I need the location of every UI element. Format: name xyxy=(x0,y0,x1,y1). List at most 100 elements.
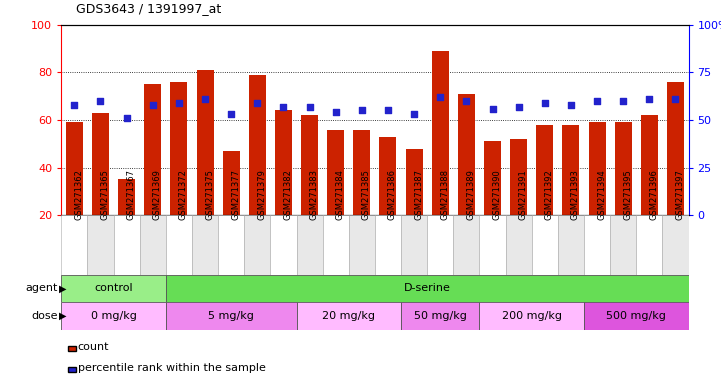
Bar xyxy=(531,215,558,275)
Bar xyxy=(170,82,187,263)
Bar xyxy=(61,275,166,302)
Text: D-serine: D-serine xyxy=(404,283,451,293)
Text: GDS3643 / 1391997_at: GDS3643 / 1391997_at xyxy=(76,2,221,15)
Text: 20 mg/kg: 20 mg/kg xyxy=(322,311,376,321)
Point xyxy=(173,100,185,106)
Bar xyxy=(558,215,584,275)
Point xyxy=(147,102,159,108)
Text: GSM271372: GSM271372 xyxy=(179,169,188,220)
Text: GSM271392: GSM271392 xyxy=(545,169,554,220)
Bar xyxy=(641,115,658,263)
Bar xyxy=(296,302,401,330)
Point xyxy=(487,106,498,112)
Text: GSM271377: GSM271377 xyxy=(231,169,240,220)
Text: 50 mg/kg: 50 mg/kg xyxy=(414,311,466,321)
Bar xyxy=(353,129,371,263)
Bar xyxy=(61,302,166,330)
Bar xyxy=(249,75,266,263)
Bar xyxy=(66,122,83,263)
Text: GSM271383: GSM271383 xyxy=(309,169,319,220)
Bar xyxy=(401,215,427,275)
Point xyxy=(68,102,80,108)
Bar xyxy=(375,215,401,275)
Text: GSM271397: GSM271397 xyxy=(676,169,684,220)
Bar xyxy=(667,82,684,263)
Bar xyxy=(296,215,323,275)
Bar xyxy=(349,215,375,275)
Bar xyxy=(615,122,632,263)
Point xyxy=(565,102,577,108)
Point xyxy=(330,109,342,116)
Text: GSM271382: GSM271382 xyxy=(283,169,293,220)
Text: 5 mg/kg: 5 mg/kg xyxy=(208,311,254,321)
Bar xyxy=(144,84,162,263)
Text: GSM271393: GSM271393 xyxy=(571,169,580,220)
Point xyxy=(94,98,106,104)
Point xyxy=(278,104,289,110)
Text: ▶: ▶ xyxy=(59,283,66,293)
Bar xyxy=(432,51,448,263)
Bar xyxy=(458,94,475,263)
Bar xyxy=(510,139,527,263)
Text: GSM271388: GSM271388 xyxy=(441,169,449,220)
Text: percentile rank within the sample: percentile rank within the sample xyxy=(78,363,265,373)
Text: GSM271384: GSM271384 xyxy=(336,169,345,220)
Bar xyxy=(610,215,636,275)
Bar xyxy=(401,302,479,330)
Bar xyxy=(192,215,218,275)
Point xyxy=(408,111,420,118)
Bar xyxy=(427,215,454,275)
Bar xyxy=(636,215,663,275)
Bar xyxy=(479,302,584,330)
Bar xyxy=(479,215,505,275)
Bar xyxy=(588,122,606,263)
Bar xyxy=(166,302,296,330)
Bar xyxy=(270,215,296,275)
Bar xyxy=(484,141,501,263)
Bar xyxy=(562,125,580,263)
Text: GSM271385: GSM271385 xyxy=(362,169,371,220)
Bar xyxy=(92,113,109,263)
Bar xyxy=(454,215,479,275)
Bar xyxy=(244,215,270,275)
Text: GSM271390: GSM271390 xyxy=(492,169,502,220)
Text: GSM271379: GSM271379 xyxy=(257,169,266,220)
Bar xyxy=(379,137,397,263)
Text: GSM271387: GSM271387 xyxy=(414,169,423,220)
Point xyxy=(252,100,263,106)
Bar xyxy=(327,129,344,263)
Bar xyxy=(140,215,166,275)
Bar xyxy=(323,215,349,275)
Point xyxy=(513,104,524,110)
Text: GSM271367: GSM271367 xyxy=(127,169,136,220)
Point xyxy=(670,96,681,102)
Bar xyxy=(584,302,689,330)
Bar xyxy=(301,115,318,263)
Bar xyxy=(197,70,213,263)
Bar xyxy=(223,151,239,263)
Text: GSM271391: GSM271391 xyxy=(518,169,528,220)
Text: GSM271362: GSM271362 xyxy=(74,169,84,220)
Point xyxy=(226,111,237,118)
Bar xyxy=(505,215,531,275)
Text: agent: agent xyxy=(25,283,58,293)
Text: ▶: ▶ xyxy=(59,311,66,321)
Text: control: control xyxy=(94,283,133,293)
Point xyxy=(591,98,603,104)
Bar xyxy=(87,215,114,275)
Text: 200 mg/kg: 200 mg/kg xyxy=(502,311,562,321)
Point xyxy=(435,94,446,100)
Bar xyxy=(218,215,244,275)
Text: GSM271375: GSM271375 xyxy=(205,169,214,220)
Text: GSM271365: GSM271365 xyxy=(100,169,110,220)
Bar xyxy=(61,215,87,275)
Point xyxy=(304,104,315,110)
Point xyxy=(121,115,133,121)
Bar xyxy=(118,179,135,263)
Text: GSM271386: GSM271386 xyxy=(388,169,397,220)
Bar xyxy=(166,275,689,302)
Point xyxy=(461,98,472,104)
Bar xyxy=(663,215,689,275)
Text: GSM271389: GSM271389 xyxy=(466,169,475,220)
Text: GSM271396: GSM271396 xyxy=(650,169,658,220)
